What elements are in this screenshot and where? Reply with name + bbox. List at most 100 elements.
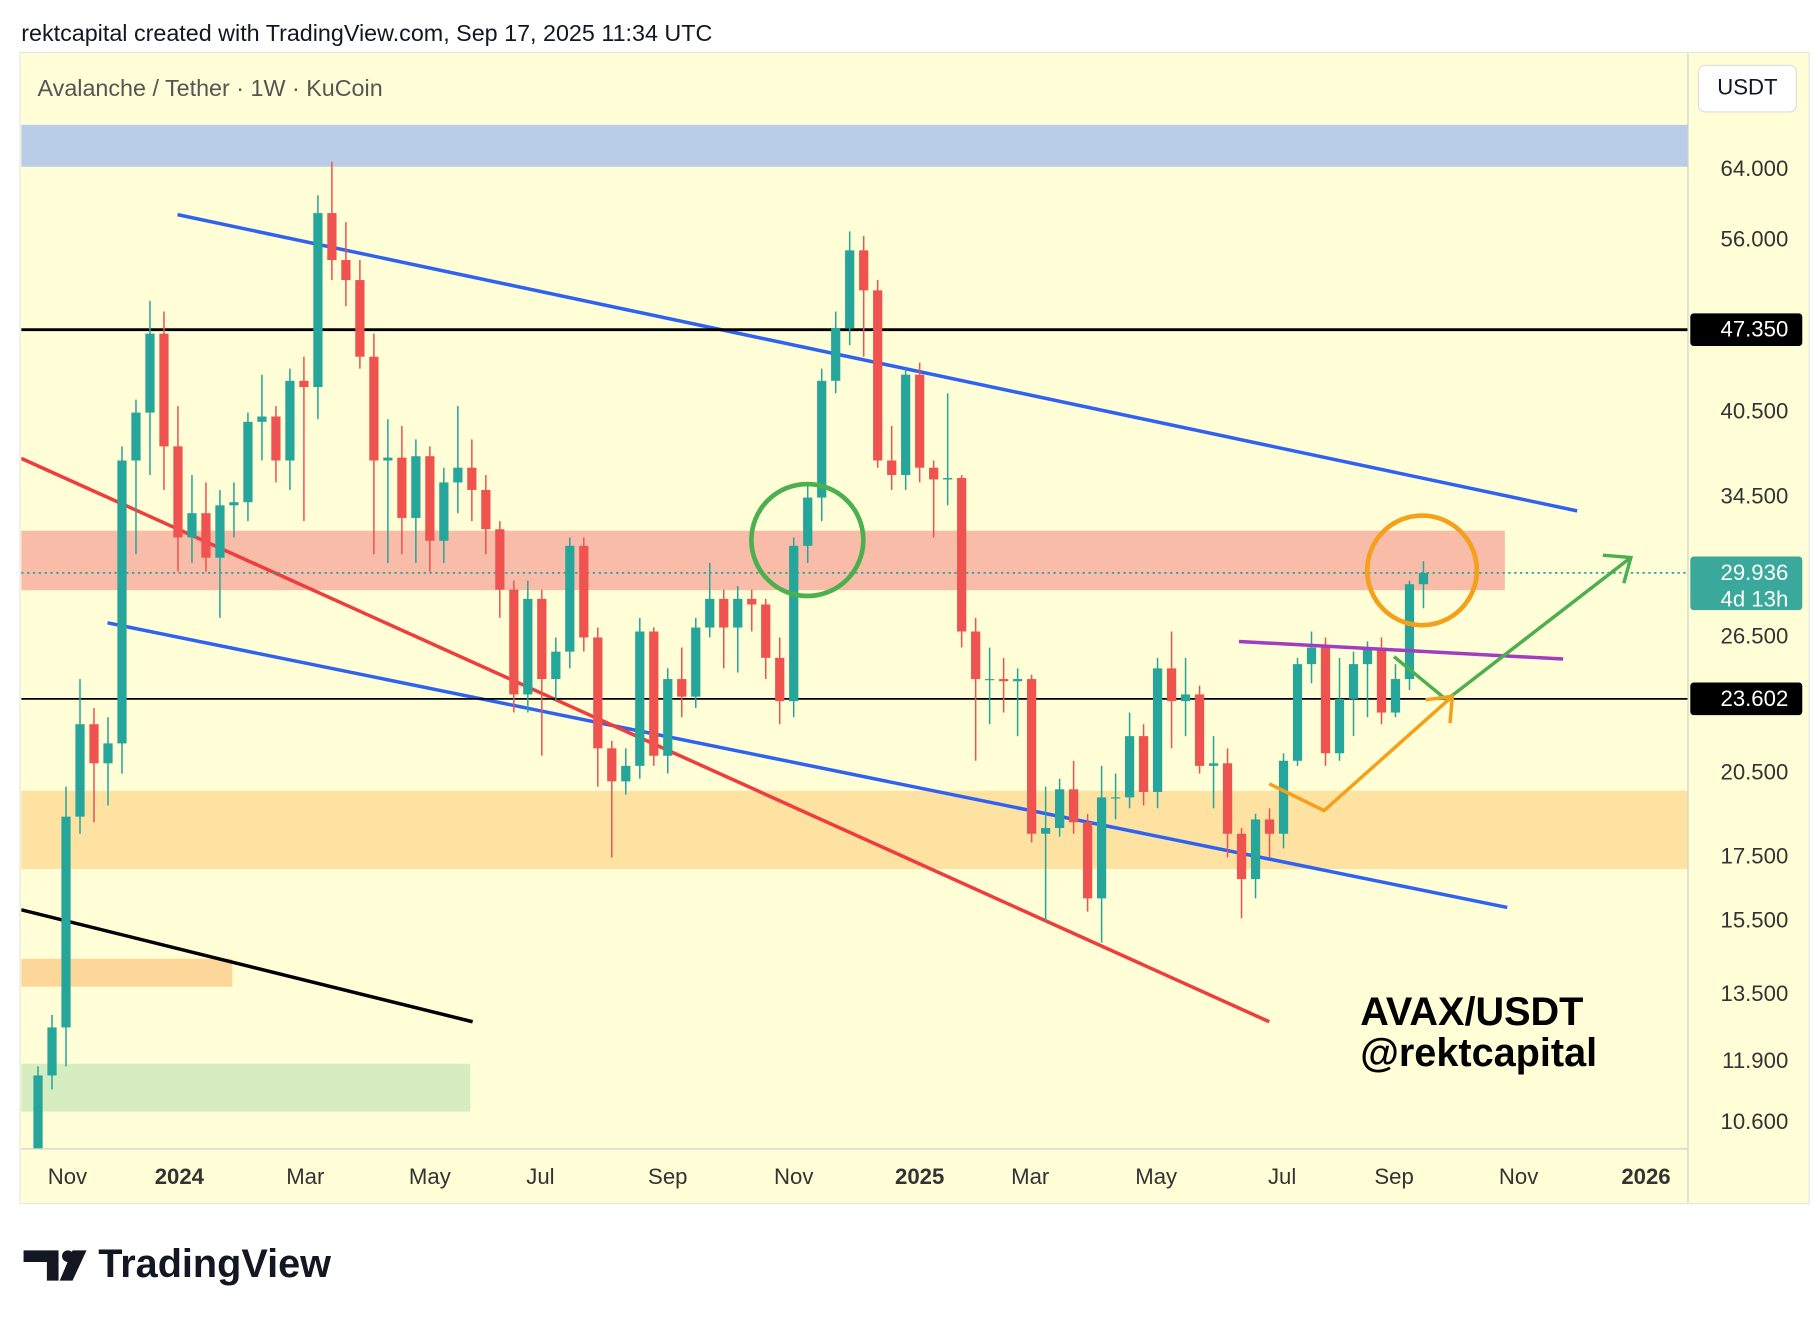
x-tick-label: Sep	[648, 1164, 687, 1189]
candle-body	[1306, 647, 1317, 665]
green-arrowhead	[1602, 553, 1634, 584]
candle-body	[369, 356, 379, 461]
annotation: AVAX/USDT	[1360, 990, 1583, 1034]
candle-body	[957, 477, 967, 632]
candle-body	[425, 456, 435, 541]
zone-blue	[21, 124, 1688, 167]
annotation: @rektcapital	[1360, 1031, 1597, 1075]
candle-body	[103, 743, 113, 764]
countdown-label: 4d 13h	[1720, 587, 1788, 612]
candle-body	[803, 497, 813, 546]
currency-button[interactable]	[1697, 64, 1798, 113]
zone-green	[21, 1063, 471, 1112]
candle-body	[481, 489, 491, 530]
x-tick-label: May	[409, 1164, 452, 1189]
x-tick-label: Nov	[48, 1164, 87, 1189]
candle-body	[1068, 789, 1079, 823]
x-tick-label: May	[1135, 1164, 1178, 1189]
candle-body	[789, 545, 799, 702]
candle-body	[453, 467, 463, 483]
logo-mark	[23, 1250, 59, 1281]
candle-body	[705, 598, 715, 628]
candle-body	[1194, 694, 1205, 766]
candle-body	[131, 412, 141, 461]
candle-body	[1180, 694, 1191, 702]
y-tick-label: 34.500	[1720, 483, 1788, 508]
candle-body	[47, 1027, 57, 1076]
currency-label[interactable]: USDT	[1717, 75, 1778, 100]
candle-body	[1320, 647, 1331, 754]
x-tick-label: Sep	[1374, 1164, 1413, 1189]
x-tick-label: 2024	[155, 1164, 205, 1189]
candle-body	[551, 651, 561, 680]
candle-body	[33, 1075, 43, 1149]
x-tick-label: 2026	[1621, 1164, 1670, 1189]
y-tick-label: 20.500	[1720, 759, 1788, 784]
last-price-label: 29.936	[1720, 560, 1788, 585]
x-tick-label: Mar	[286, 1164, 325, 1189]
channel-bottom	[107, 621, 1508, 910]
candle-body	[229, 502, 239, 506]
candle-body	[1278, 760, 1289, 834]
green-circle	[749, 481, 866, 599]
candle-body	[649, 631, 659, 756]
candle-body	[831, 328, 841, 381]
y-tick-label: 56.000	[1720, 227, 1788, 252]
candle-body	[117, 460, 127, 744]
candle-body	[467, 467, 477, 490]
level-label: 47.350	[1720, 317, 1788, 342]
candles	[33, 161, 1429, 1149]
candle-body	[1376, 647, 1387, 713]
zone-orange	[21, 790, 1688, 869]
logo-mark	[59, 1250, 87, 1281]
candle-body	[1013, 679, 1023, 682]
candle-body	[1096, 797, 1107, 899]
candle-body	[1404, 584, 1415, 680]
candle-body	[1236, 833, 1247, 880]
candle-body	[999, 679, 1009, 682]
black-trendline	[21, 908, 474, 1024]
level-label-box	[1690, 682, 1803, 716]
candle-body	[1334, 698, 1345, 754]
candle-body	[971, 631, 981, 680]
candle-body	[1418, 572, 1429, 585]
candle-body	[1110, 797, 1121, 799]
y-tick-label: 10.600	[1720, 1109, 1788, 1134]
symbol-title: Avalanche / Tether · 1W · KuCoin	[38, 75, 383, 101]
x-tick-label: Jul	[526, 1164, 554, 1189]
orange-circle	[1364, 513, 1480, 628]
candle-body	[719, 598, 729, 628]
candle-body	[159, 333, 169, 447]
candle-body	[299, 380, 309, 388]
y-tick-label: 13.500	[1720, 981, 1788, 1006]
y-tick-label: 11.900	[1722, 1048, 1788, 1073]
candle-body	[1082, 822, 1093, 899]
candle-body	[285, 380, 295, 461]
y-tick-label: 26.500	[1720, 623, 1788, 648]
candle-body	[663, 679, 673, 756]
candle-body	[859, 250, 869, 291]
candle-body	[1390, 679, 1401, 713]
axes: 64.000 56.000 40.500 34.500 26.500 20.500 17.5…	[48, 156, 1803, 1189]
candle-body	[383, 457, 393, 461]
candle-body	[75, 724, 85, 817]
candle-body	[1250, 819, 1261, 880]
candle-body	[313, 213, 323, 388]
candle-body	[1264, 819, 1275, 834]
last-price-box	[1690, 556, 1803, 611]
candle-body	[439, 482, 449, 541]
candle-body	[775, 657, 785, 702]
candle-body	[621, 765, 631, 782]
level-label: 23.602	[1720, 686, 1788, 711]
candle-body	[1054, 789, 1065, 828]
level-label-box	[1690, 313, 1803, 347]
tradingview-logo: TradingView	[23, 1242, 331, 1286]
candle-body	[1124, 736, 1135, 798]
candle-body	[201, 513, 211, 558]
x-tick-label: Nov	[774, 1164, 813, 1189]
y-tick-label: 17.500	[1720, 843, 1788, 868]
candle-body	[1138, 736, 1149, 792]
candle-body	[985, 679, 995, 681]
y-tick-label: 40.500	[1720, 398, 1788, 423]
candle-body	[943, 477, 953, 480]
